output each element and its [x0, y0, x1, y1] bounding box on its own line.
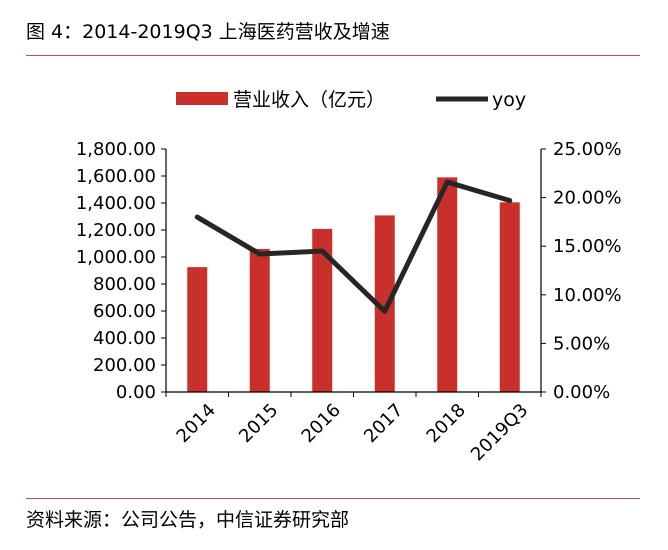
- left-tick-label: 1,200.00: [76, 220, 156, 241]
- x-tick-label: 2015: [235, 400, 282, 447]
- legend-bar-label: 营业收入（亿元）: [233, 89, 385, 111]
- figure-title: 图 4：2014-2019Q3 上海医药营收及增速: [26, 21, 390, 43]
- revenue-bar-2019Q3: [499, 202, 520, 392]
- left-tick-label: 1,600.00: [76, 166, 156, 187]
- left-tick-label: 200.00: [93, 355, 156, 376]
- revenue-bar-2017: [374, 215, 395, 392]
- chart-legend: 营业收入（亿元） yoy: [176, 89, 526, 111]
- left-tick-label: 800.00: [93, 274, 156, 295]
- x-tick-label: 2017: [360, 400, 407, 447]
- x-tick-label: 2019Q3: [467, 400, 532, 465]
- left-tick-label: 0.00: [116, 382, 156, 403]
- left-tick-label: 400.00: [93, 328, 156, 349]
- top-divider: [26, 55, 640, 56]
- right-tick-label: 20.00%: [553, 188, 622, 209]
- right-tick-label: 0.00%: [553, 382, 610, 403]
- right-tick-label: 10.00%: [553, 285, 622, 306]
- revenue-bar-2016: [312, 228, 333, 392]
- x-tick-label: 2018: [423, 400, 470, 447]
- revenue-bar-2018: [437, 177, 458, 392]
- revenue-bar-2014: [187, 267, 208, 392]
- left-tick-label: 1,000.00: [76, 247, 156, 268]
- legend-bar-swatch: [176, 92, 228, 105]
- legend-line-label: yoy: [492, 89, 526, 111]
- bottom-divider: [26, 498, 640, 499]
- x-tick-label: 2014: [173, 400, 220, 447]
- left-tick-label: 1,800.00: [76, 139, 156, 160]
- revenue-bar-2015: [249, 248, 270, 392]
- right-tick-label: 25.00%: [553, 139, 622, 160]
- x-tick-label: 2016: [298, 400, 345, 447]
- yoy-line: [194, 179, 513, 314]
- left-tick-label: 1,400.00: [76, 193, 156, 214]
- source-note: 资料来源：公司公告，中信证券研究部: [26, 509, 350, 531]
- right-tick-label: 5.00%: [553, 333, 610, 354]
- left-tick-label: 600.00: [93, 301, 156, 322]
- right-tick-label: 15.00%: [553, 236, 622, 257]
